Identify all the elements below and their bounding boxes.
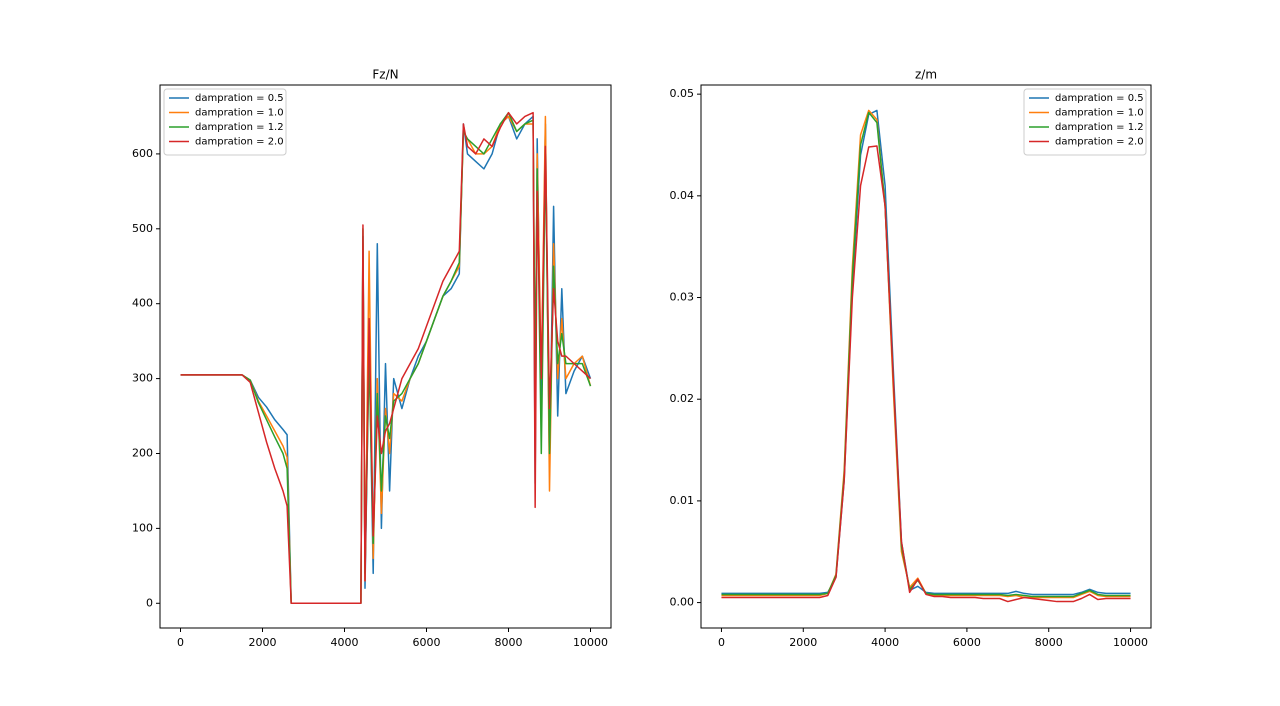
y-tick-label: 100 [132,521,153,534]
y-tick-label: 0 [146,596,153,609]
x-tick-label: 6000 [413,636,441,649]
y-tick-label: 300 [132,372,153,385]
y-tick-label: 0.05 [670,87,695,100]
axes-frame [159,84,612,629]
series-line [721,111,1131,598]
y-tick-label: 600 [132,147,153,160]
y-tick-label: 500 [132,222,153,235]
x-tick-label: 10000 [1113,636,1148,649]
subplot: z/m 0 2000 4000 6000 8000 10000 0.00 0.01 0.02 0.0… [670,68,1152,649]
series-line [180,115,592,605]
legend: dampration = 0.5 dampration = 1.0 damprati… [163,88,287,156]
x-tick-label: 0 [718,636,725,649]
legend-label: dampration = 2.0 [195,137,284,148]
y-tick-label: 0.01 [670,494,695,507]
x-tick-label: 2000 [249,636,277,649]
chart-title: z/m [915,68,937,82]
x-tick-label: 0 [177,636,184,649]
legend-box [1023,88,1147,156]
series-line [721,145,1131,603]
legend-label: dampration = 1.2 [195,122,284,133]
y-tick-label: 0.02 [670,392,695,405]
legend-label: dampration = 0.5 [195,93,284,104]
x-tick-label: 10000 [573,636,608,649]
chart-title: Fz/N [372,68,398,82]
series-line [180,111,592,605]
x-tick-label: 4000 [331,636,359,649]
y-tick-label: 400 [132,297,153,310]
y-tick-label: 0.00 [670,596,695,609]
x-tick-label: 4000 [871,636,899,649]
x-tick-label: 6000 [953,636,981,649]
legend-label: dampration = 1.0 [1055,108,1144,119]
legend-box [163,88,287,156]
series-line [180,111,592,605]
series-line [180,115,592,605]
legend-label: dampration = 2.0 [1055,137,1144,148]
x-tick-label: 8000 [1035,636,1063,649]
x-tick-label: 2000 [789,636,817,649]
series-line [721,109,1131,599]
series-line [721,109,1131,596]
x-tick-label: 8000 [495,636,523,649]
legend-label: dampration = 0.5 [1055,93,1144,104]
legend-label: dampration = 1.2 [1055,122,1144,133]
subplot: Fz/N 0 2000 4000 6000 8000 10000 0 100 200 300 400 5… [132,68,612,649]
axes-frame [700,84,1152,629]
legend-label: dampration = 1.0 [195,108,284,119]
legend: dampration = 0.5 dampration = 1.0 damprati… [1023,88,1147,156]
y-tick-label: 200 [132,446,153,459]
y-tick-label: 0.04 [670,189,695,202]
y-tick-label: 0.03 [670,291,695,304]
